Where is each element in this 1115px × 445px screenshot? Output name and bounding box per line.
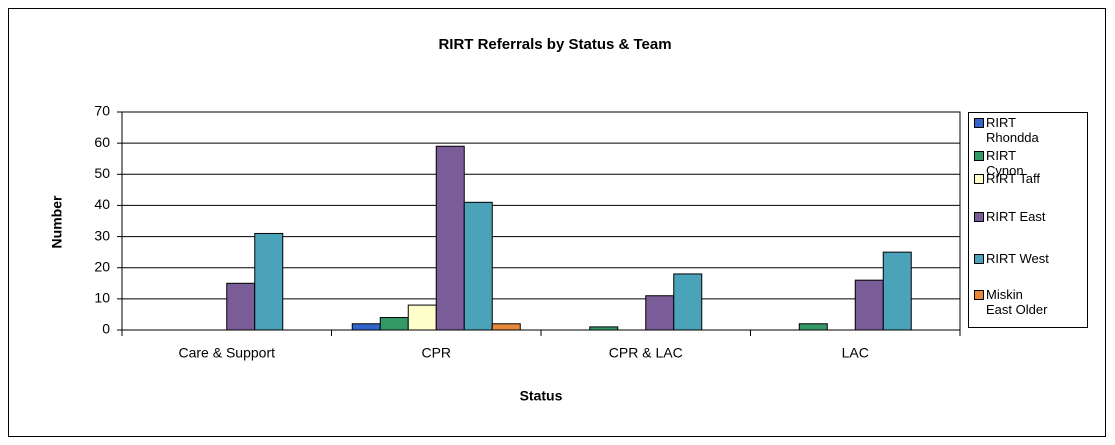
legend-label: RIRT Cynon bbox=[986, 148, 1024, 178]
y-tick-label: 30 bbox=[94, 227, 110, 243]
bar bbox=[798, 323, 828, 331]
bar bbox=[589, 326, 619, 331]
y-tick-label: 60 bbox=[94, 134, 110, 150]
bar bbox=[673, 273, 703, 331]
x-tick-label: Care & Support bbox=[179, 345, 276, 361]
legend-swatch bbox=[974, 118, 984, 128]
x-tick-label: LAC bbox=[842, 345, 869, 361]
x-tick-label: CPR bbox=[421, 345, 451, 361]
legend-label: RIRT West bbox=[986, 251, 1049, 266]
y-tick-label: 0 bbox=[102, 321, 110, 337]
legend-swatch bbox=[974, 254, 984, 264]
x-tick-label: CPR & LAC bbox=[609, 345, 683, 361]
x-axis-label: Status bbox=[520, 388, 563, 404]
y-tick-label: 40 bbox=[94, 196, 110, 212]
legend-swatch bbox=[974, 212, 984, 222]
bar bbox=[854, 279, 884, 331]
bar bbox=[463, 201, 493, 331]
bar bbox=[491, 323, 521, 331]
bar bbox=[645, 295, 675, 331]
legend-item: RIRT Rhondda bbox=[974, 115, 1051, 145]
bar bbox=[379, 317, 409, 331]
legend-label: RIRT East bbox=[986, 209, 1046, 224]
legend-swatch bbox=[974, 290, 984, 300]
y-axis-label: Number bbox=[49, 195, 65, 248]
bar bbox=[254, 232, 284, 331]
legend: RIRT Rhondda RIRT Cynon RIRT Taff RIRT East… bbox=[968, 112, 1088, 328]
legend-item: RIRT Taff bbox=[974, 171, 1051, 186]
bar bbox=[407, 304, 437, 331]
legend-label: RIRT Rhondda bbox=[986, 115, 1039, 145]
legend-swatch bbox=[974, 174, 984, 184]
bar bbox=[435, 145, 465, 331]
legend-item: RIRT West bbox=[974, 251, 1051, 266]
legend-label: Miskin East Older bbox=[986, 287, 1048, 317]
y-tick-label: 10 bbox=[94, 290, 110, 306]
bar bbox=[351, 323, 381, 331]
y-tick-label: 20 bbox=[94, 258, 110, 274]
chart-title: RIRT Referrals by Status & Team bbox=[438, 36, 671, 53]
legend-label: RIRT Taff bbox=[986, 171, 1040, 186]
legend-item: Miskin East Older bbox=[974, 287, 1051, 317]
y-tick-label: 70 bbox=[94, 103, 110, 119]
legend-item: RIRT East bbox=[974, 209, 1051, 224]
bar bbox=[882, 251, 912, 331]
y-tick-label: 50 bbox=[94, 165, 110, 181]
bar bbox=[226, 282, 256, 331]
legend-swatch bbox=[974, 151, 984, 161]
legend-item: RIRT Cynon bbox=[974, 148, 1051, 178]
